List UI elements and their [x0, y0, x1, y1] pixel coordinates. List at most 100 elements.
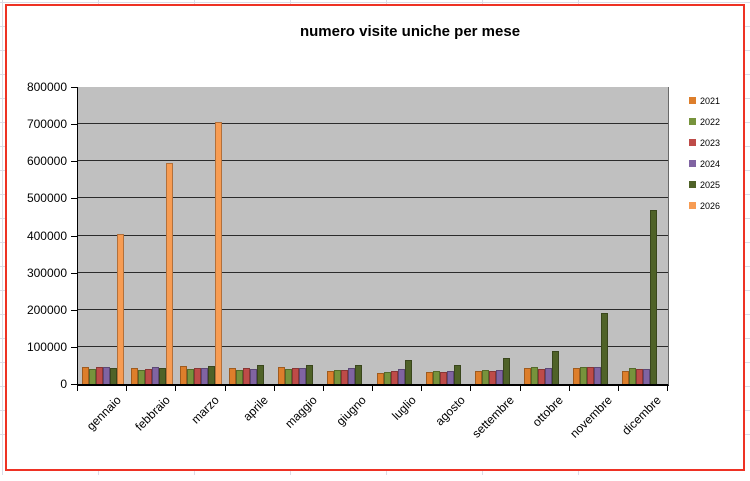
bar-group-aprile: [226, 87, 275, 384]
x-axis-label-novembre: novembre: [567, 393, 616, 441]
x-axis-tick: [667, 385, 668, 391]
legend-item-2022: 2022: [689, 111, 720, 132]
legend-item-2026: 2026: [689, 195, 720, 216]
x-axis-tick: [617, 385, 619, 391]
bar-2024-ottobre: [545, 368, 553, 384]
bar-group-agosto: [422, 87, 471, 384]
legend-label: 2022: [700, 116, 721, 127]
bar-2022-giugno: [334, 370, 342, 384]
bar-2023-maggio: [292, 368, 300, 384]
gridline: [78, 197, 668, 199]
x-axis-tick: [175, 385, 177, 391]
bar-2021-agosto: [425, 371, 433, 384]
x-axis-label-agosto: agosto: [432, 393, 468, 429]
bar-2022-novembre: [580, 366, 588, 384]
x-axis-label-maggio: maggio: [282, 393, 321, 431]
x-axis-tick: [568, 385, 570, 391]
chart-title: numero visite uniche per mese: [299, 23, 521, 40]
bar-2021-marzo: [179, 366, 187, 384]
x-axis-tick: [519, 385, 521, 391]
bar-2024-dicembre: [643, 368, 651, 384]
x-axis-tick: [126, 385, 128, 391]
y-axis-label-200000: 200000: [26, 302, 67, 317]
bar-2023-febbraio: [144, 369, 152, 384]
x-axis-label-aprile: aprile: [240, 393, 271, 424]
bar-2022-aprile: [236, 369, 244, 384]
bar-2025-agosto: [453, 365, 461, 384]
bar-2024-agosto: [446, 371, 454, 384]
bar-2022-gennaio: [88, 369, 96, 384]
bar-2026-gennaio: [116, 233, 124, 384]
y-axis-tick: [71, 272, 77, 274]
bar-2023-aprile: [243, 368, 251, 384]
legend-label: 2023: [700, 137, 721, 148]
bar-group-febbraio: [127, 87, 176, 384]
bar-2022-maggio: [285, 369, 293, 384]
legend: 2021 2022 2023 2024 2025 2026: [689, 90, 720, 216]
bar-2025-gennaio: [109, 368, 117, 384]
x-axis-tick: [421, 385, 423, 391]
bar-group-ottobre: [521, 87, 570, 384]
y-axis-label-600000: 600000: [26, 154, 67, 169]
x-axis-label-gennaio: gennaio: [83, 393, 124, 434]
legend-label: 2024: [700, 158, 721, 169]
legend-item-2024: 2024: [689, 153, 720, 174]
x-axis-label-dicembre: dicembre: [619, 393, 665, 438]
x-axis-label-giugno: giugno: [333, 393, 370, 429]
bar-2021-dicembre: [622, 370, 630, 384]
bar-2025-giugno: [355, 364, 363, 384]
y-axis-label-800000: 800000: [26, 80, 67, 94]
legend-item-2025: 2025: [689, 174, 720, 195]
bar-2025-maggio: [306, 364, 314, 384]
bar-group-giugno: [324, 87, 373, 384]
bar-2024-settembre: [495, 369, 503, 384]
gridline: [78, 123, 668, 125]
bar-2026-febbraio: [165, 163, 173, 384]
bar-2022-settembre: [481, 369, 489, 384]
bar-2021-gennaio: [81, 366, 89, 384]
bar-2023-marzo: [193, 367, 201, 384]
x-axis-label-settembre: settembre: [469, 393, 517, 441]
legend-swatch-icon: [689, 160, 696, 167]
bar-2023-gennaio: [95, 366, 103, 384]
bar-2026-marzo: [214, 122, 222, 384]
bar-2023-settembre: [488, 371, 496, 384]
gridline: [78, 234, 668, 236]
bar-2024-maggio: [299, 367, 307, 384]
y-axis-tick: [71, 161, 77, 163]
bar-2021-giugno: [327, 371, 335, 384]
bar-2025-novembre: [601, 313, 609, 384]
bar-2025-febbraio: [158, 368, 166, 384]
y-axis-label-500000: 500000: [26, 191, 67, 206]
x-axis-tick: [273, 385, 275, 391]
bar-2022-febbraio: [137, 369, 145, 384]
gridline: [78, 308, 668, 310]
y-axis-label-100000: 100000: [26, 339, 67, 354]
bar-group-luglio: [373, 87, 422, 384]
bar-2022-dicembre: [629, 368, 637, 384]
legend-swatch-icon: [689, 181, 696, 188]
y-axis-tick: [71, 198, 77, 200]
bar-2025-marzo: [207, 365, 215, 384]
y-axis-tick: [71, 87, 77, 88]
bar-2022-marzo: [186, 369, 194, 384]
y-axis-label-300000: 300000: [26, 265, 67, 280]
y-axis-tick: [71, 346, 77, 348]
bar-2022-luglio: [383, 372, 391, 384]
legend-swatch-icon: [689, 202, 696, 209]
bar-group-dicembre: [619, 87, 668, 384]
bar-group-novembre: [570, 87, 619, 384]
bar-group-marzo: [176, 87, 225, 384]
legend-label: 2021: [700, 95, 721, 106]
bar-2022-agosto: [432, 371, 440, 384]
bar-2021-ottobre: [524, 368, 532, 384]
chart-frame: numero visite uniche per mese 0 100000 200…: [5, 4, 745, 471]
legend-swatch-icon: [689, 139, 696, 146]
x-axis-tick: [77, 385, 78, 391]
y-axis-tick: [71, 124, 77, 126]
bar-2024-marzo: [200, 368, 208, 384]
y-axis-tick: [71, 384, 77, 385]
bar-2024-gennaio: [102, 367, 110, 384]
bar-2021-maggio: [278, 366, 286, 384]
